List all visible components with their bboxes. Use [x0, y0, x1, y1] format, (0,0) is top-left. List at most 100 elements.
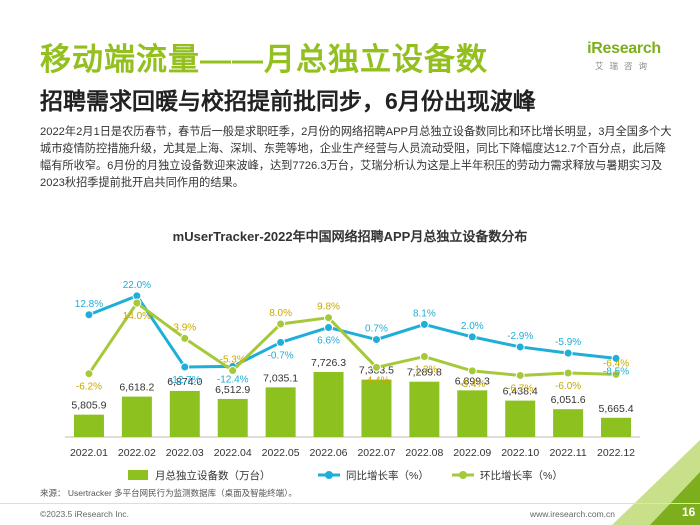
yoy-label: 0.7% — [365, 324, 388, 335]
legend-bar-swatch — [128, 470, 148, 480]
bar-2022.03 — [169, 390, 200, 437]
yoy-label: 2.0% — [461, 321, 484, 332]
source-note: 来源： Usertracker 多平台网民行为监测数据库（桌面及智能终端）。 — [40, 488, 297, 498]
bar-value-label: 6,874.0 — [167, 376, 202, 388]
yoy-label: -2.9% — [507, 331, 533, 342]
yoy-point — [324, 322, 334, 332]
x-tick-label: 2022.08 — [405, 447, 443, 459]
bar-value-label: 7,035.1 — [263, 372, 298, 384]
x-tick-label: 2022.12 — [597, 447, 635, 459]
chart-title: mUserTracker-2022年中国网络招聘APP月总独立设备数分布 — [172, 229, 528, 244]
bar-2022.12 — [601, 417, 632, 437]
mom-label: -5.3% — [220, 355, 246, 366]
yoy-point — [419, 319, 429, 329]
mom-label: -1.3% — [411, 365, 437, 376]
bar-value-label: 5,665.4 — [599, 403, 634, 415]
page-subtitle: 招聘需求回暖与校招提前批同步，6月份出现波峰 — [40, 88, 536, 114]
mom-line — [87, 301, 617, 377]
bar-value-label: 6,618.2 — [119, 382, 154, 394]
yoy-label: -5.9% — [555, 337, 581, 348]
bar-2022.04 — [217, 398, 248, 437]
x-tick-label: 2022.02 — [118, 447, 156, 459]
yoy-point — [611, 353, 621, 363]
footer-copyright: ©2023.5 iResearch Inc. — [40, 509, 129, 519]
mom-point — [228, 366, 238, 376]
bar-2022.09 — [457, 390, 488, 437]
mom-point — [276, 319, 286, 329]
bar-2022.01 — [73, 414, 104, 437]
x-tick-label: 2022.07 — [357, 447, 395, 459]
body-paragraph: 2022年2月1日是农历春节，春节后一般是求职旺季，2月份的网络招聘APP月总独… — [40, 126, 672, 189]
legend-bar-label: 月总独立设备数（万台） — [155, 469, 271, 482]
mom-label: 14.0% — [123, 311, 151, 322]
mom-label: -5.4% — [459, 379, 485, 390]
bar-2022.05 — [265, 387, 296, 437]
bar-value-label: 6,438.4 — [503, 386, 538, 398]
mom-label: 8.0% — [269, 308, 292, 319]
bar-value-label: 7,726.3 — [311, 357, 346, 369]
bar-2022.08 — [409, 381, 440, 437]
x-tick-label: 2022.10 — [501, 447, 539, 459]
bar-value-label: 7,289.8 — [407, 367, 442, 379]
yoy-label: -12.4% — [217, 374, 249, 385]
x-tick-label: 2022.01 — [70, 447, 108, 459]
bar-2022.11 — [553, 409, 584, 437]
bar-value-label: 6,512.9 — [215, 384, 250, 396]
yoy-point — [467, 332, 477, 342]
legend-yoy-marker — [325, 471, 333, 479]
mom-point — [180, 333, 190, 343]
bar-2022.06 — [313, 372, 344, 437]
mom-point — [324, 313, 334, 323]
mom-point — [132, 298, 142, 308]
yoy-point — [563, 348, 573, 358]
yoy-label: -0.7% — [268, 350, 294, 361]
legend-mom-marker — [459, 471, 467, 479]
decor-triangle-dark — [650, 472, 700, 525]
x-tick-label: 2022.06 — [310, 447, 348, 459]
footer-divider — [0, 503, 700, 504]
mom-point — [419, 352, 429, 362]
yoy-line — [88, 294, 617, 369]
mom-label: 3.9% — [173, 322, 196, 333]
logo-name: iResearch — [587, 40, 661, 57]
bar-2022.10 — [505, 400, 536, 437]
mom-label: 9.8% — [317, 302, 340, 313]
mom-point — [563, 368, 573, 378]
x-tick-label: 2022.03 — [166, 447, 204, 459]
iresearch-logo: iResearch 艾瑞咨询 — [584, 40, 664, 72]
yoy-point — [276, 337, 286, 347]
mom-point — [515, 370, 525, 380]
bar-2022.07 — [361, 379, 392, 437]
yoy-point — [180, 362, 190, 372]
footer-website[interactable]: www.iresearch.com.cn — [530, 509, 616, 519]
yoy-label: 8.1% — [413, 308, 436, 319]
yoy-label: -12.7% — [169, 375, 201, 386]
yoy-point — [515, 342, 525, 352]
bar-value-label: 5,805.9 — [71, 400, 106, 412]
yoy-label: 6.6% — [317, 335, 340, 346]
legend-yoy-label: 同比增长率（%） — [346, 469, 429, 482]
mom-label: -6.7% — [507, 383, 533, 394]
mom-point — [84, 369, 94, 379]
logo-subtitle: 艾瑞咨询 — [594, 61, 653, 71]
mom-point — [371, 362, 381, 372]
yoy-label: -8.5% — [603, 366, 629, 377]
x-tick-label: 2022.09 — [453, 447, 491, 459]
mom-label: -6.2% — [76, 382, 102, 393]
bar-value-label: 6,899.3 — [455, 375, 490, 387]
page-title: 移动端流量——月总独立设备数 — [40, 42, 488, 77]
mom-point — [611, 369, 621, 379]
legend-mom-label: 环比增长率（%） — [480, 469, 563, 482]
x-tick-label: 2022.04 — [214, 447, 252, 459]
yoy-point — [84, 310, 94, 320]
bar-2022.02 — [121, 396, 152, 437]
x-tick-label: 2022.05 — [262, 447, 300, 459]
yoy-label: 12.8% — [75, 299, 103, 310]
bar-value-label: 6,051.6 — [551, 394, 586, 406]
mom-label: -6.4% — [603, 358, 629, 369]
mom-label: -4.4% — [363, 375, 389, 386]
mom-point — [467, 366, 477, 376]
yoy-label: 22.0% — [123, 280, 151, 291]
page-number: 16 — [682, 505, 696, 519]
